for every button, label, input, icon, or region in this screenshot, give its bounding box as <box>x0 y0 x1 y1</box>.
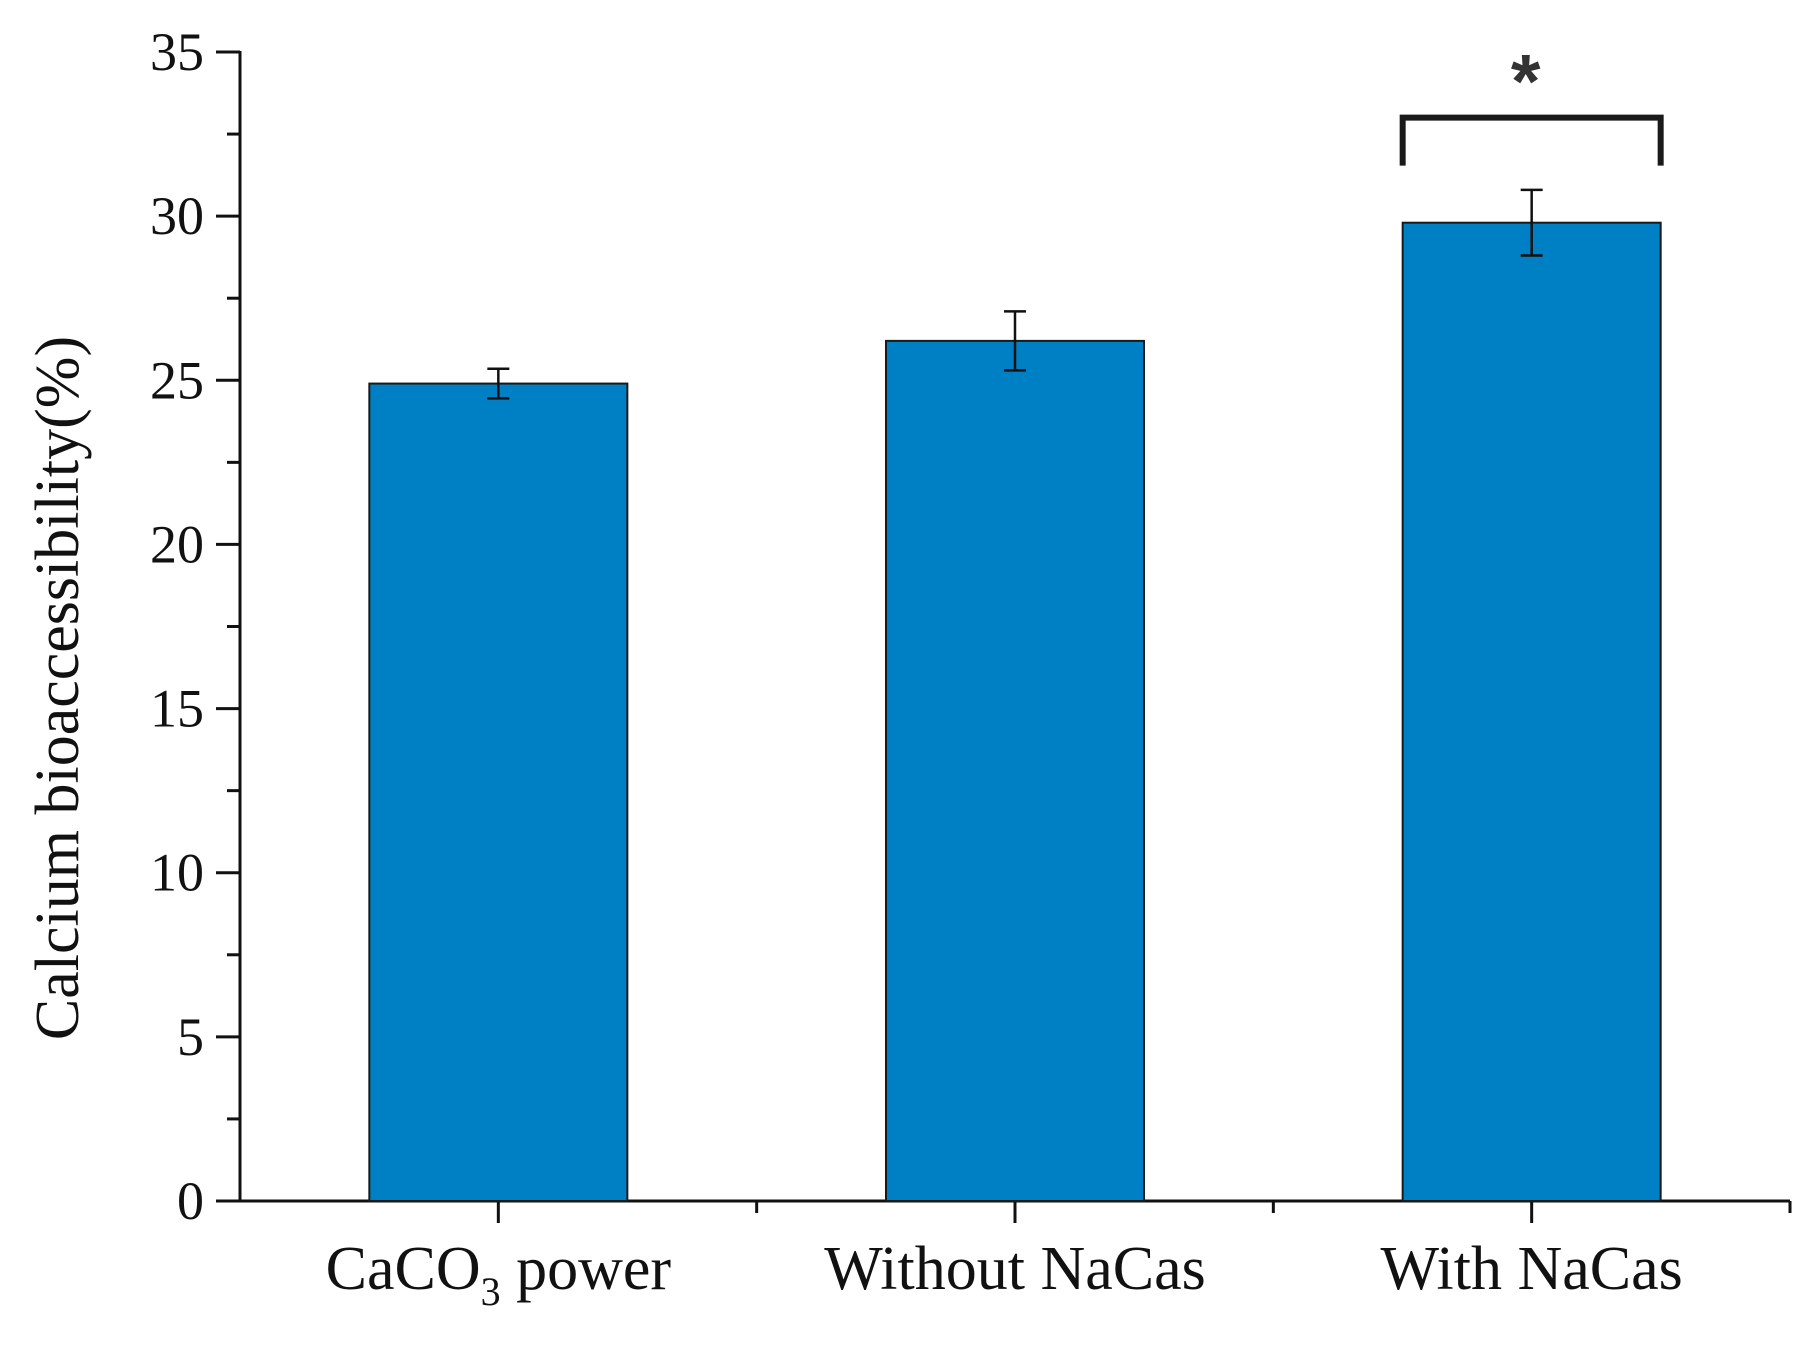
y-tick-label: 5 <box>177 1007 204 1067</box>
significance-star: * <box>1511 40 1541 125</box>
bar <box>1401 221 1662 1203</box>
bars <box>368 221 1662 1203</box>
y-tick-label: 25 <box>150 350 204 410</box>
y-tick-label: 30 <box>150 186 204 246</box>
y-tick-label: 15 <box>150 679 204 739</box>
x-tick-label: With NaCas <box>1381 1235 1683 1303</box>
significance-bracket <box>1399 114 1664 166</box>
y-tick-label: 10 <box>150 843 204 903</box>
y-tick-label: 0 <box>177 1171 204 1231</box>
x-tick-label: Without NaCas <box>824 1235 1206 1303</box>
x-tick-label: CaCO3 power <box>326 1235 672 1314</box>
error-bars <box>487 188 1543 400</box>
y-tick-label: 20 <box>150 514 204 574</box>
bar <box>885 339 1145 1202</box>
tick-labels: 0 5 10 15 20 25 30 35 CaCO3 power Without NaCas Wi… <box>150 22 1683 1314</box>
annotations: * <box>1399 40 1664 166</box>
y-axis-title: Calcium bioaccessibility(%) <box>24 336 92 1040</box>
y-tick-label: 35 <box>150 22 204 82</box>
bar <box>368 382 629 1203</box>
